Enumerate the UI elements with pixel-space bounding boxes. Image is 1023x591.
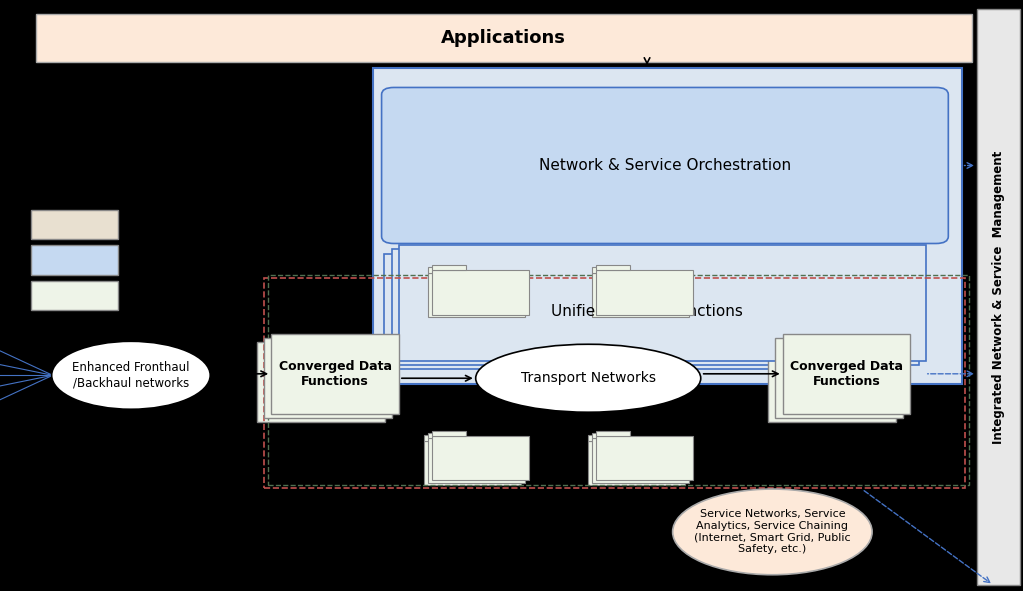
Bar [595, 430, 630, 436]
Bar [595, 436, 694, 480]
Bar [399, 245, 926, 361]
Bar [271, 334, 399, 414]
Bar [264, 278, 965, 488]
Bar [424, 275, 521, 319]
Bar [587, 441, 685, 485]
Text: Converged Data
Functions: Converged Data Functions [790, 360, 903, 388]
Bar [428, 433, 462, 439]
Bar [591, 433, 626, 439]
Bar [424, 441, 521, 485]
Ellipse shape [673, 489, 872, 574]
Text: Integrated Network & Service  Management: Integrated Network & Service Management [992, 150, 1005, 444]
Bar [432, 265, 466, 271]
Bar [424, 269, 458, 275]
Bar [587, 435, 622, 441]
Text: Unified Control Functions: Unified Control Functions [551, 304, 743, 319]
Bar [257, 342, 385, 422]
Bar [591, 273, 690, 317]
Bar [775, 338, 903, 418]
Bar [595, 265, 630, 271]
Bar [591, 267, 626, 273]
Bar [31, 210, 118, 239]
Bar [591, 439, 690, 482]
Bar [768, 342, 896, 422]
Text: Enhanced Fronthaul
/Backhaul networks: Enhanced Fronthaul /Backhaul networks [73, 361, 189, 389]
Bar [384, 254, 910, 369]
Text: Transport Networks: Transport Networks [521, 371, 656, 385]
Text: Network & Service Orchestration: Network & Service Orchestration [539, 158, 791, 173]
Bar [31, 245, 118, 275]
Text: Applications: Applications [441, 29, 567, 47]
Bar [392, 249, 919, 365]
Bar [595, 271, 694, 314]
Bar [432, 436, 530, 480]
Bar [424, 435, 458, 441]
Bar [428, 267, 462, 273]
Text: Converged Data
Functions: Converged Data Functions [278, 360, 392, 388]
Bar [428, 439, 526, 482]
Bar [587, 275, 685, 319]
Bar [373, 68, 962, 384]
FancyBboxPatch shape [382, 87, 948, 243]
Bar [264, 338, 392, 418]
Text: Service Networks, Service
Analytics, Service Chaining
(Internet, Smart Grid, Pub: Service Networks, Service Analytics, Ser… [694, 509, 851, 554]
Bar [31, 281, 118, 310]
Bar [587, 269, 622, 275]
Bar [432, 430, 466, 436]
Bar [977, 9, 1020, 585]
Ellipse shape [52, 342, 211, 409]
Bar [268, 275, 969, 485]
Bar [428, 273, 526, 317]
Bar [36, 14, 972, 62]
Bar [783, 334, 910, 414]
Ellipse shape [476, 344, 701, 413]
Bar [432, 271, 530, 314]
